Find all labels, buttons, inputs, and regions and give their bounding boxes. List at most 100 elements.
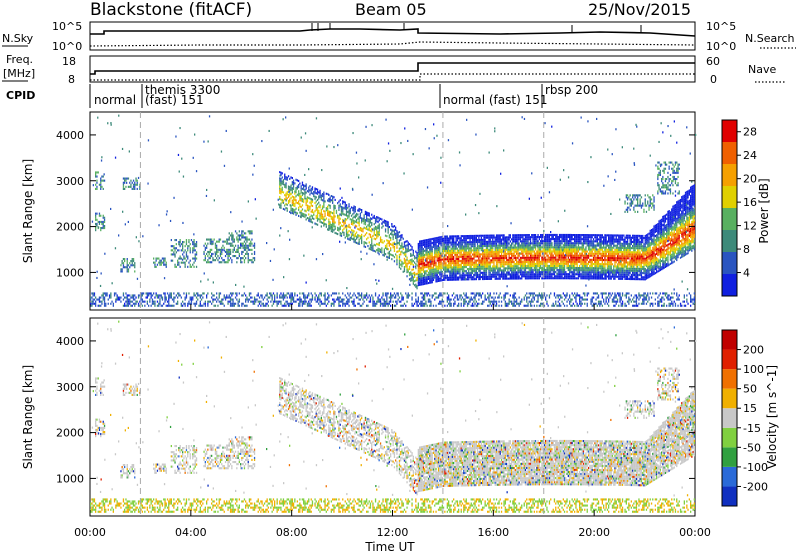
- power-cell: [587, 254, 590, 257]
- power-cell: [557, 273, 559, 276]
- power-cell: [543, 277, 546, 280]
- power-cell: [469, 259, 471, 262]
- power-cell: [494, 265, 496, 268]
- power-cell: [570, 256, 572, 259]
- power-cell: [425, 243, 427, 246]
- power-cell: [687, 247, 689, 250]
- power-cell: [655, 230, 658, 233]
- power-cell: [692, 203, 694, 206]
- power-cell: [453, 247, 455, 250]
- power-cell: [574, 275, 576, 278]
- power-cell: [652, 240, 654, 243]
- power-cell: [668, 243, 670, 246]
- power-cell: [343, 223, 345, 226]
- power-cell: [286, 193, 288, 196]
- power-cell: [693, 209, 695, 212]
- power-cell: [562, 236, 564, 239]
- power-cell: [584, 252, 586, 255]
- power-cell: [315, 200, 317, 203]
- power-cell: [524, 248, 527, 251]
- power-cell: [585, 238, 587, 241]
- power-cell: [343, 233, 345, 236]
- power-cell: [290, 184, 292, 187]
- power-cell: [279, 195, 281, 198]
- power-cell: [476, 238, 479, 241]
- power-cell: [688, 208, 690, 211]
- power-cell: [509, 246, 511, 249]
- power-cell: [537, 273, 539, 276]
- power-cell: [460, 259, 462, 262]
- power-cell: [609, 271, 611, 274]
- power-cell: [456, 278, 459, 281]
- power-cell: [421, 260, 423, 263]
- power-cell: [613, 259, 615, 262]
- power-cell: [533, 273, 535, 276]
- power-cell: [681, 247, 683, 250]
- power-cell: [590, 242, 592, 245]
- power-cell: [682, 224, 684, 227]
- power-cell: [637, 247, 639, 250]
- power-cell: [498, 271, 500, 274]
- power-cell: [280, 192, 282, 195]
- power-cell: [592, 263, 595, 266]
- power-cell: [328, 222, 330, 225]
- power-cell: [652, 228, 654, 231]
- power-cell: [571, 236, 573, 239]
- power-cell: [466, 263, 469, 266]
- power-cell: [315, 196, 317, 199]
- power-cell: [623, 234, 625, 237]
- power-cell: [638, 245, 640, 248]
- power-cell: [672, 238, 674, 241]
- power-cell: [548, 250, 551, 253]
- power-cell: [567, 273, 569, 276]
- power-cell: [421, 264, 423, 267]
- power-cell: [489, 271, 491, 274]
- power-cell: [551, 269, 553, 272]
- power-cell: [659, 246, 661, 249]
- power-cell: [693, 215, 695, 218]
- power-cell: [540, 254, 542, 257]
- power-cell: [647, 249, 649, 252]
- power-cell: [450, 264, 452, 267]
- power-cell: [310, 202, 312, 205]
- power-cell: [569, 244, 571, 247]
- power-cell: [639, 243, 641, 246]
- power-cell: [634, 273, 636, 276]
- power-cell: [589, 267, 591, 270]
- power-cell: [690, 236, 692, 239]
- power-cell: [582, 260, 585, 263]
- power-cell: [475, 265, 477, 268]
- power-cell: [664, 245, 667, 248]
- power-cell: [492, 240, 494, 243]
- power-cell: [495, 267, 498, 270]
- power-cell: [435, 261, 437, 264]
- power-cell: [626, 234, 629, 237]
- power-cell: [684, 235, 687, 238]
- power-cell: [671, 245, 673, 248]
- power-cell: [284, 208, 286, 211]
- power-cell: [463, 261, 465, 264]
- power-cell: [589, 242, 591, 245]
- power-cell: [591, 275, 593, 278]
- power-cell: [504, 273, 506, 276]
- power-cell: [587, 273, 590, 276]
- power-cell: [678, 228, 680, 231]
- power-cell: [461, 272, 464, 275]
- power-cell: [296, 193, 298, 196]
- power-cell: [524, 256, 527, 259]
- power-cell: [534, 277, 537, 280]
- power-cell: [634, 269, 636, 272]
- power-cell: [667, 264, 669, 267]
- power-cell: [507, 236, 509, 239]
- power-cell: [321, 193, 324, 196]
- power-cell: [460, 251, 462, 254]
- power-cell: [561, 277, 563, 280]
- power-cell: [558, 242, 561, 245]
- power-cell: [582, 240, 585, 243]
- power-cell: [482, 265, 484, 268]
- power-cell: [421, 268, 423, 271]
- power-cell: [690, 186, 692, 189]
- power-cell: [608, 234, 610, 237]
- power-cell: [527, 252, 529, 255]
- power-cell: [498, 273, 500, 276]
